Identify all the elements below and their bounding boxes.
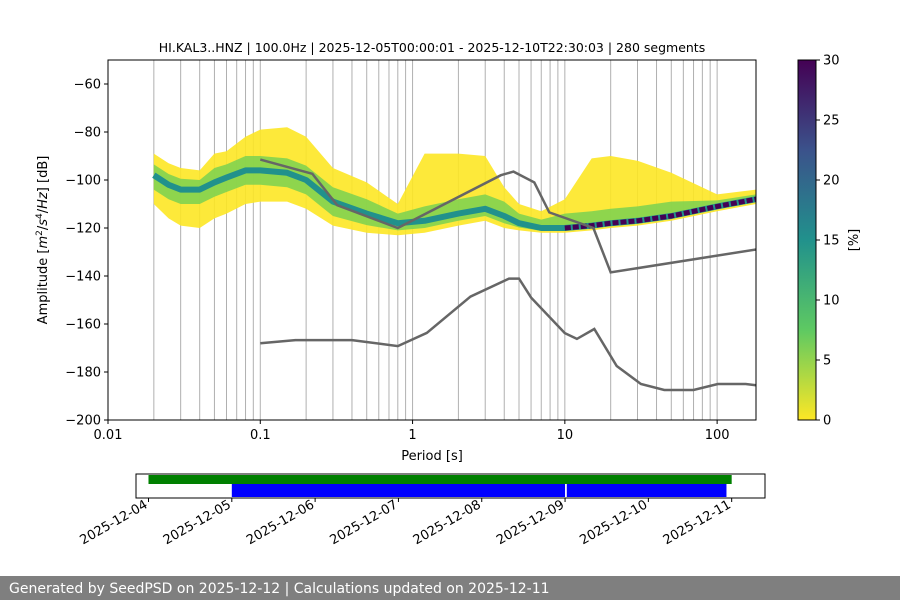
colorbar-label: [%] — [847, 229, 862, 252]
y-axis-label: Amplitude [m2/s4/Hz] [dB] — [35, 156, 51, 325]
y-tick-label: −60 — [74, 78, 101, 93]
plot-frame — [107, 59, 757, 421]
y-tick-label: −100 — [65, 174, 101, 189]
footer-bar: Generated by SeedPSD on 2025-12-12 | Cal… — [0, 576, 900, 600]
timeline-tick-label: 2025-12-09 — [494, 497, 567, 548]
timeline-ticks: 2025-12-04 2025-12-05 2025-12-06 2025-12-07… — [78, 497, 734, 548]
footer-text: Generated by SeedPSD on 2025-12-12 | Cal… — [9, 581, 550, 597]
timeline-segment — [231, 484, 566, 497]
x-axis-label: Period [s] — [401, 449, 463, 464]
y-tick-label: −140 — [65, 270, 101, 285]
timeline-tick-label: 2025-12-06 — [244, 497, 317, 548]
series-nhnm-line — [259, 158, 756, 274]
grid — [107, 60, 718, 420]
timeline-bars — [148, 475, 732, 497]
timeline-tick-label: 2025-12-11 — [661, 497, 734, 548]
y-tick-label: −200 — [65, 414, 101, 429]
colorbar-tick-label: 20 — [823, 174, 840, 189]
y-tick-label: −120 — [65, 222, 101, 237]
timeline-tick-label: 2025-12-05 — [161, 497, 234, 548]
x-axis-ticks: 0.01 0.1 1 10 100 — [94, 420, 730, 443]
x-tick-label: 10 — [557, 428, 574, 443]
noise-model-lines — [259, 158, 756, 392]
timeline-tick-label: 2025-12-08 — [411, 497, 484, 548]
psd-plot: 0.01 0.1 1 10 100 −60 −80 −100 −120 −140 −160 −180… — [65, 59, 757, 443]
colorbar-tick-label: 25 — [823, 114, 840, 129]
density-envelope-low — [153, 127, 756, 236]
timeline-segment — [566, 484, 727, 497]
y-tick-label: −80 — [74, 126, 101, 141]
timeline-tick-label: 2025-12-07 — [327, 497, 400, 548]
chart-title: HI.KAL3..HNZ | 100.0Hz | 2025-12-05T00:0… — [159, 40, 705, 55]
y-axis-ticks: −60 −80 −100 −120 −140 −160 −180 −200 — [65, 78, 108, 429]
colorbar: 0 5 10 15 20 25 30 [%] — [797, 54, 862, 429]
timeline-tick-label: 2025-12-04 — [78, 497, 151, 548]
x-tick-label: 1 — [408, 428, 416, 443]
data-availability-timeline: 2025-12-04 2025-12-05 2025-12-06 2025-12-07… — [78, 473, 766, 548]
timeline-segment — [148, 475, 732, 484]
density-envelope-mid — [153, 156, 756, 231]
x-tick-label: 100 — [705, 428, 730, 443]
colorbar-tick-label: 0 — [823, 414, 831, 429]
colorbar-tick-label: 10 — [823, 294, 840, 309]
colorbar-tick-label: 5 — [823, 354, 831, 369]
timeline-tick-label: 2025-12-10 — [577, 497, 650, 548]
colorbar-tick-label: 15 — [823, 234, 840, 249]
density-peak-core — [564, 196, 756, 231]
x-tick-label: 0.01 — [94, 428, 123, 443]
colorbar-tick-label: 30 — [823, 54, 840, 69]
series-nlnm-line — [260, 277, 756, 392]
y-tick-label: −160 — [65, 318, 101, 333]
psd-density-band — [152, 127, 756, 236]
x-tick-label: 0.1 — [250, 428, 271, 443]
colorbar-gradient — [797, 59, 817, 421]
y-tick-label: −180 — [65, 366, 101, 381]
colorbar-ticks: 0 5 10 15 20 25 30 — [816, 54, 840, 429]
